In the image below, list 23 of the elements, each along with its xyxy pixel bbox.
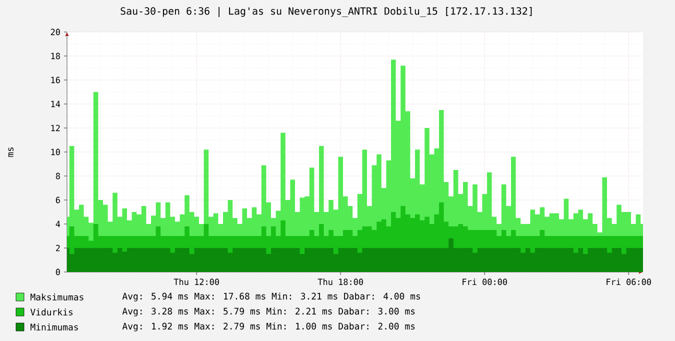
x-tick-label: Thu 12:00 <box>174 278 219 286</box>
y-tick-label: 6 <box>56 196 60 204</box>
y-tick-label: 4 <box>56 220 60 228</box>
y-tick-label: 12 <box>51 124 60 132</box>
y-tick-label: 16 <box>51 76 60 84</box>
legend-label: Vidurkis <box>30 308 73 316</box>
y-axis-title: ms <box>8 147 14 157</box>
y-tick-label: 14 <box>51 100 60 108</box>
legend-label: Minimumas <box>30 324 78 330</box>
y-tick-label: 8 <box>56 172 60 180</box>
text: Avg: 3.28 ms Max: 5.79 ms Min: 2.21 ms Dabar: 3.00 ms <box>122 308 415 316</box>
x-tick-label: Thu 18:00 <box>318 278 363 286</box>
text: Avg: 1.92 ms Max: 2.79 ms Min: 1.00 ms Dabar: 2.00 ms <box>122 322 415 332</box>
y-tick-label: 20 <box>50 28 60 36</box>
text: Avg: 5.94 ms Max: 17.68 ms Min: 3.21 ms Dabar: 4.00 ms <box>122 292 420 302</box>
y-tick-label: 18 <box>51 52 60 60</box>
legend-label: Maksimumas <box>30 294 84 300</box>
x-tick-label: Fri 00:00 <box>462 278 507 286</box>
y-tick-label: 2 <box>56 244 60 252</box>
chart-title: Sau-30-pen 6:36 | Lag'as su Neveronys_ANTRI Dobilu_15 [172.17.13.132] <box>120 7 532 17</box>
y-tick-label: 0 <box>56 268 60 276</box>
y-tick-label: 10 <box>51 148 60 156</box>
x-tick-label: Fri 06:00 <box>606 278 651 286</box>
